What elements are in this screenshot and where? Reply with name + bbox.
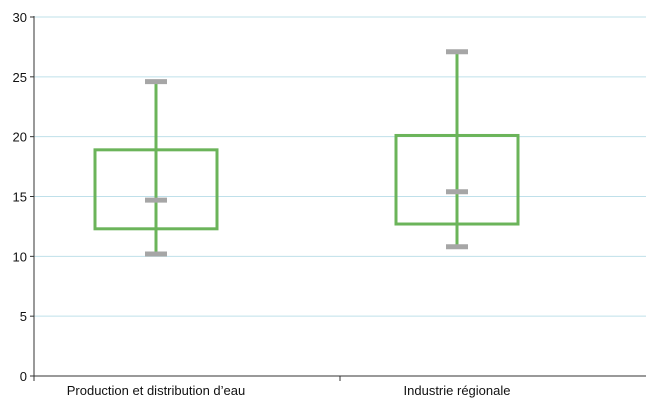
y-axis: 0 5 10 15 20 25 30	[13, 10, 35, 384]
y-tick-label: 15	[13, 190, 27, 205]
y-tick-label: 10	[13, 249, 27, 264]
y-tick-label: 20	[13, 130, 27, 145]
x-category-label: Production et distribution d’eau	[67, 383, 246, 398]
y-tick-label: 0	[20, 369, 27, 384]
iqr-box	[93, 148, 219, 231]
y-tick-label: 5	[20, 309, 27, 324]
gridlines	[34, 16, 646, 317]
x-category-label: Industrie régionale	[404, 383, 511, 398]
y-tick-label: 25	[13, 70, 27, 85]
x-axis: Production et distribution d’eau Industri…	[34, 375, 646, 398]
y-tick-label: 30	[13, 10, 27, 25]
iqr-box	[394, 133, 520, 226]
boxes	[93, 49, 520, 257]
